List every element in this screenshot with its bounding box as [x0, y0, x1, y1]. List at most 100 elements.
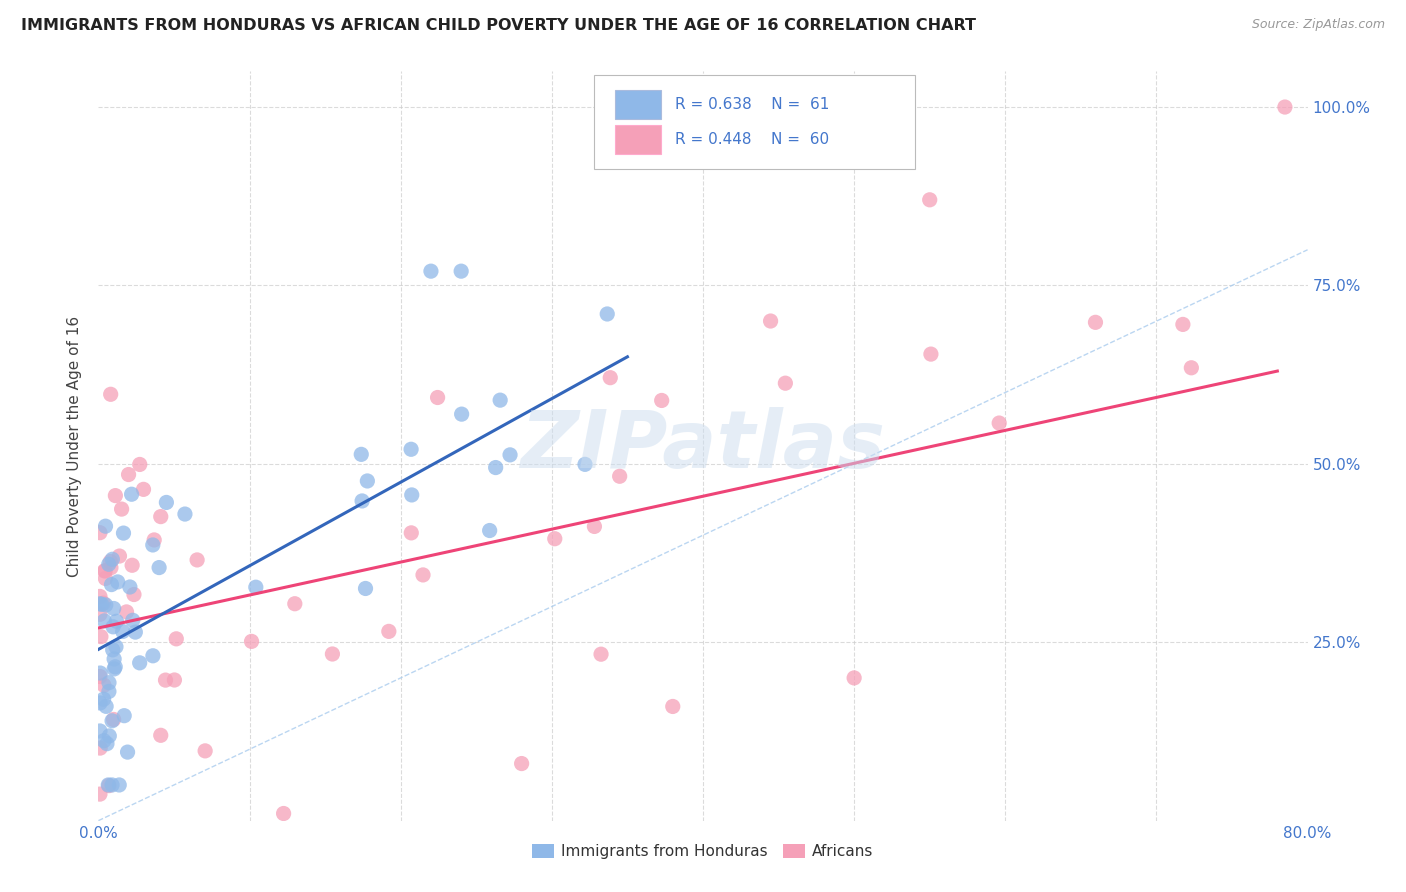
Point: [544, 532, 567, 546]
Point: [94, 564, 117, 578]
Point: [1274, 100, 1296, 114]
Point: [988, 416, 1011, 430]
Point: [450, 264, 472, 278]
Point: [89, 787, 111, 801]
Point: [399, 442, 422, 457]
Point: [478, 524, 501, 538]
Point: [273, 806, 295, 821]
Point: [93, 614, 115, 628]
Point: [94, 699, 117, 714]
Point: [110, 502, 132, 516]
Point: [589, 647, 612, 661]
Point: [89, 607, 111, 622]
Point: [142, 648, 165, 663]
Point: [115, 605, 138, 619]
Point: [94, 572, 117, 586]
Point: [93, 678, 115, 692]
Point: [148, 560, 170, 574]
Point: [118, 580, 141, 594]
Point: [844, 671, 866, 685]
Point: [104, 640, 127, 654]
Point: [321, 647, 343, 661]
FancyBboxPatch shape: [595, 75, 915, 169]
Text: R = 0.638    N =  61: R = 0.638 N = 61: [675, 97, 830, 112]
Point: [155, 495, 177, 509]
Point: [93, 564, 115, 578]
Point: [108, 549, 131, 563]
Point: [100, 555, 122, 569]
Y-axis label: Child Poverty Under the Age of 16: Child Poverty Under the Age of 16: [67, 316, 83, 576]
Point: [759, 314, 782, 328]
Point: [107, 574, 129, 589]
Point: [101, 714, 124, 728]
Point: [356, 474, 378, 488]
Point: [103, 601, 125, 615]
Point: [121, 613, 143, 627]
Point: [97, 779, 120, 793]
Point: [103, 652, 125, 666]
Point: [97, 558, 120, 572]
Point: [103, 713, 125, 727]
Point: [89, 590, 111, 604]
FancyBboxPatch shape: [614, 90, 661, 119]
Point: [122, 587, 145, 601]
Point: [350, 447, 373, 461]
Point: [98, 675, 121, 690]
Point: [117, 745, 139, 759]
Point: [165, 632, 187, 646]
Point: [401, 488, 423, 502]
Point: [112, 526, 135, 541]
Point: [245, 580, 267, 594]
Point: [97, 778, 120, 792]
Point: [93, 692, 115, 706]
Point: [352, 494, 374, 508]
Point: [89, 597, 111, 611]
Point: [651, 393, 673, 408]
Point: [97, 684, 120, 698]
Point: [920, 347, 942, 361]
Point: [93, 733, 115, 747]
Point: [401, 525, 423, 540]
Point: [89, 666, 111, 681]
Point: [89, 723, 111, 738]
Point: [91, 596, 114, 610]
Point: [412, 568, 434, 582]
Point: [90, 630, 112, 644]
Point: [111, 624, 134, 639]
Text: R = 0.448    N =  60: R = 0.448 N = 60: [675, 132, 830, 147]
Point: [174, 507, 197, 521]
Point: [450, 407, 472, 421]
Point: [100, 560, 122, 574]
Point: [1084, 315, 1107, 329]
Point: [510, 756, 533, 771]
Point: [101, 620, 124, 634]
Point: [485, 460, 508, 475]
Point: [489, 393, 512, 408]
Point: [596, 307, 619, 321]
Point: [155, 673, 177, 687]
Point: [105, 615, 128, 629]
Point: [186, 553, 208, 567]
Point: [103, 662, 125, 676]
Point: [574, 458, 596, 472]
Point: [1171, 318, 1194, 332]
Point: [89, 741, 111, 756]
Point: [142, 538, 165, 552]
Point: [128, 656, 150, 670]
Point: [378, 624, 401, 639]
Point: [98, 729, 121, 743]
Point: [94, 519, 117, 533]
Point: [240, 634, 263, 648]
Point: [132, 483, 155, 497]
Text: IMMIGRANTS FROM HONDURAS VS AFRICAN CHILD POVERTY UNDER THE AGE OF 16 CORRELATIO: IMMIGRANTS FROM HONDURAS VS AFRICAN CHIL…: [21, 18, 976, 33]
Point: [94, 598, 117, 612]
Point: [104, 660, 127, 674]
Point: [100, 577, 122, 591]
Point: [100, 387, 122, 401]
Legend: Immigrants from Honduras, Africans: Immigrants from Honduras, Africans: [526, 838, 880, 865]
Point: [108, 778, 131, 792]
Point: [124, 625, 146, 640]
Point: [149, 728, 172, 742]
Point: [89, 669, 111, 683]
Point: [143, 533, 166, 547]
